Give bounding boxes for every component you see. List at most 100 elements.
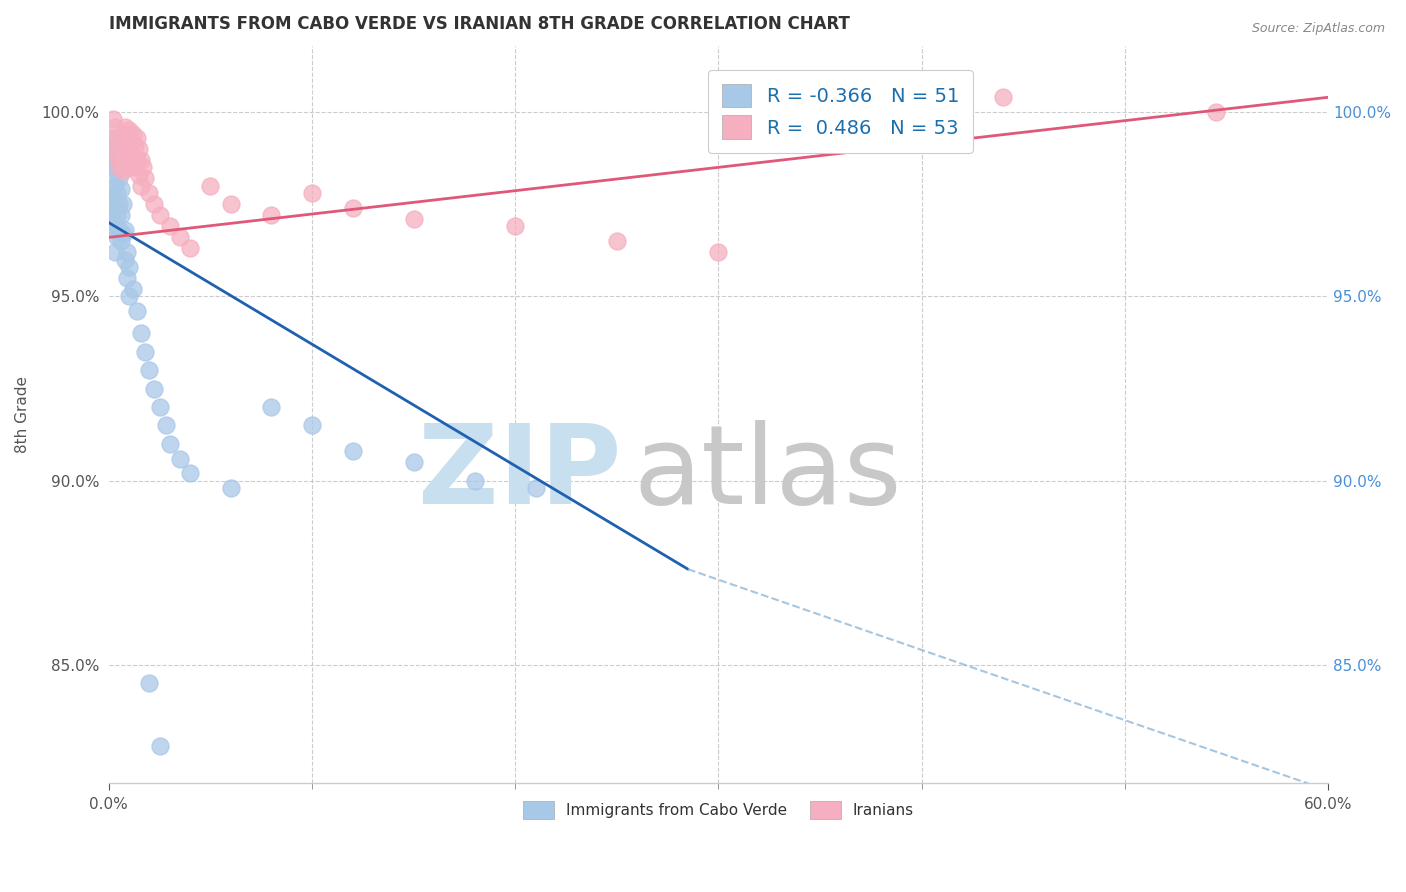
- Point: [138, 186, 160, 201]
- Point: [100, 208, 122, 222]
- Point: [169, 230, 191, 244]
- Point: [112, 164, 135, 178]
- Point: [122, 282, 145, 296]
- Point: [524, 481, 547, 495]
- Point: [138, 363, 160, 377]
- Point: [260, 208, 283, 222]
- Point: [108, 171, 131, 186]
- Point: [124, 138, 146, 153]
- Y-axis label: 8th Grade: 8th Grade: [15, 376, 30, 453]
- Point: [200, 178, 222, 193]
- Point: [260, 400, 283, 414]
- Text: ZIP: ZIP: [418, 420, 621, 527]
- Point: [127, 131, 149, 145]
- Point: [114, 156, 136, 170]
- Point: [108, 161, 131, 175]
- Point: [105, 186, 128, 201]
- Point: [134, 344, 156, 359]
- Point: [342, 444, 364, 458]
- Point: [120, 153, 142, 167]
- Point: [118, 123, 141, 137]
- Point: [342, 201, 364, 215]
- Point: [104, 149, 127, 163]
- Point: [128, 142, 150, 156]
- Point: [870, 94, 893, 108]
- Point: [122, 149, 145, 163]
- Point: [104, 120, 127, 134]
- Point: [127, 153, 149, 167]
- Point: [115, 131, 138, 145]
- Point: [402, 455, 425, 469]
- Point: [159, 219, 181, 234]
- Point: [127, 304, 149, 318]
- Point: [120, 135, 142, 149]
- Point: [105, 131, 128, 145]
- Point: [108, 223, 131, 237]
- Point: [134, 171, 156, 186]
- Point: [114, 252, 136, 267]
- Point: [104, 178, 127, 193]
- Point: [110, 208, 132, 222]
- Point: [128, 168, 150, 182]
- Point: [110, 135, 132, 149]
- Point: [503, 219, 526, 234]
- Text: IMMIGRANTS FROM CABO VERDE VS IRANIAN 8TH GRADE CORRELATION CHART: IMMIGRANTS FROM CABO VERDE VS IRANIAN 8T…: [108, 15, 849, 33]
- Point: [219, 481, 242, 495]
- Point: [890, 94, 912, 108]
- Point: [707, 245, 730, 260]
- Point: [105, 161, 128, 175]
- Point: [131, 326, 153, 341]
- Point: [105, 149, 128, 163]
- Legend: Immigrants from Cabo Verde, Iranians: Immigrants from Cabo Verde, Iranians: [516, 793, 921, 827]
- Point: [101, 216, 124, 230]
- Point: [110, 182, 132, 196]
- Point: [149, 739, 172, 754]
- Point: [110, 153, 132, 167]
- Point: [108, 197, 131, 211]
- Point: [131, 178, 153, 193]
- Point: [1205, 105, 1227, 120]
- Point: [112, 227, 135, 241]
- Point: [114, 223, 136, 237]
- Point: [179, 467, 201, 481]
- Point: [101, 194, 124, 208]
- Point: [104, 201, 127, 215]
- Point: [138, 676, 160, 690]
- Point: [301, 186, 323, 201]
- Text: Source: ZipAtlas.com: Source: ZipAtlas.com: [1251, 22, 1385, 36]
- Point: [122, 127, 145, 141]
- Point: [169, 451, 191, 466]
- Point: [115, 271, 138, 285]
- Point: [301, 418, 323, 433]
- Point: [118, 289, 141, 303]
- Point: [464, 474, 486, 488]
- Point: [101, 142, 124, 156]
- Point: [101, 112, 124, 127]
- Point: [991, 90, 1014, 104]
- Point: [149, 400, 172, 414]
- Point: [149, 208, 172, 222]
- Point: [118, 161, 141, 175]
- Point: [118, 260, 141, 274]
- Point: [112, 145, 135, 160]
- Point: [112, 127, 135, 141]
- Point: [219, 197, 242, 211]
- Point: [105, 208, 128, 222]
- Point: [108, 142, 131, 156]
- Point: [101, 168, 124, 182]
- Point: [112, 197, 135, 211]
- Point: [104, 138, 127, 153]
- Point: [142, 382, 165, 396]
- Point: [132, 161, 155, 175]
- Point: [100, 161, 122, 175]
- Point: [142, 197, 165, 211]
- Point: [100, 186, 122, 201]
- Point: [104, 223, 127, 237]
- Text: atlas: atlas: [633, 420, 901, 527]
- Point: [114, 138, 136, 153]
- Point: [115, 245, 138, 260]
- Point: [110, 234, 132, 248]
- Point: [402, 211, 425, 226]
- Point: [131, 153, 153, 167]
- Point: [104, 245, 127, 260]
